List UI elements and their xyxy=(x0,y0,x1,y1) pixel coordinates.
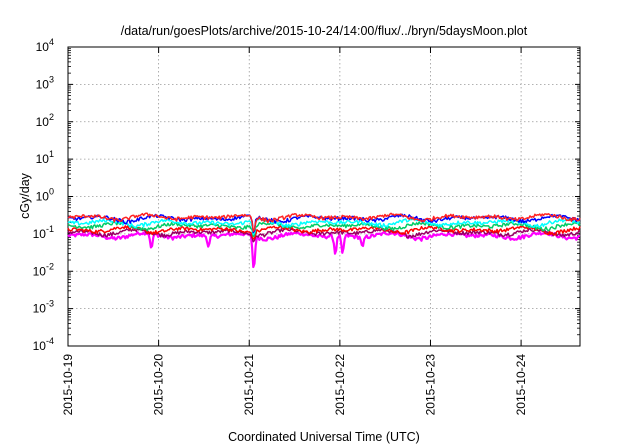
x-tick-label: 2015-10-19 xyxy=(61,354,75,416)
series-line xyxy=(67,227,581,243)
x-tick-label: 2015-10-22 xyxy=(333,354,347,416)
x-tick-label: 2015-10-24 xyxy=(514,354,528,416)
series-line xyxy=(67,225,581,240)
series-line xyxy=(67,221,581,238)
x-tick-label: 2015-10-23 xyxy=(423,354,437,416)
y-tick-label: 102 xyxy=(36,112,54,129)
chart-title: /data/run/goesPlots/archive/2015-10-24/1… xyxy=(121,24,528,38)
x-tick-label: 2015-10-20 xyxy=(152,354,166,416)
series-line xyxy=(67,218,581,236)
y-tick-label: 103 xyxy=(36,74,54,91)
grid-lines xyxy=(68,47,580,346)
x-axis-ticks: 2015-10-19 2015-10-20 2015-10-21 2015-10-22… xyxy=(61,47,528,415)
x-axis-label: Coordinated Universal Time (UTC) xyxy=(228,430,420,444)
y-tick-label: 10-2 xyxy=(33,261,54,278)
y-tick-label: 10-1 xyxy=(33,224,54,241)
y-axis-ticks: 10-4 10-3 10-2 10-1 100 101 102 103 104 xyxy=(33,37,580,353)
series-lines xyxy=(67,212,581,269)
series-line xyxy=(67,212,581,232)
x-tick-label: 2015-10-21 xyxy=(242,354,256,416)
y-tick-label: 101 xyxy=(36,149,54,166)
y-tick-label: 10-3 xyxy=(33,299,54,316)
series-line xyxy=(67,231,581,269)
y-tick-label: 104 xyxy=(36,37,54,54)
y-tick-label: 10-4 xyxy=(33,336,54,353)
y-tick-label: 100 xyxy=(36,187,54,204)
y-axis-label: cGy/day xyxy=(18,172,32,219)
